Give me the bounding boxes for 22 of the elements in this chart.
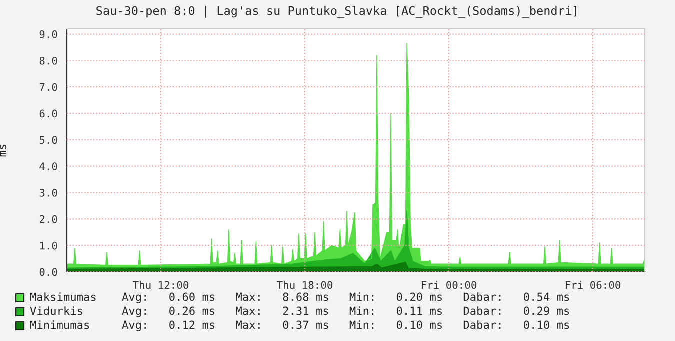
y-tick-label: 0.0 [40,268,58,276]
y-tick-label: 3.0 [40,189,58,197]
chart-title: Sau-30-pen 8:0 | Lag'as su Puntuko_Slavka [AC_Rockt_(Sodams)_bendri] [96,6,576,18]
legend-label: Minimumas [30,320,90,330]
x-tick-label: Thu 18:00 [277,281,333,290]
y-tick-label: 2.0 [40,215,58,224]
y-tick-label: 8.0 [40,56,58,65]
y-tick-label: 5.0 [40,136,58,144]
y-tick-label: 7.0 [40,83,58,92]
legend-label: Maksimumas [30,292,96,302]
y-tick-label: 6.0 [40,110,58,118]
text: Avg: 0.60 ms Max: 8.68 ms Min: 0.20 ms Dabar: 0.54 ms [122,292,570,304]
legend-label: Vidurkis [30,306,82,316]
x-tick-label: Fri 06:00 [566,281,621,290]
x-tick-label: Thu 12:00 [133,281,189,290]
y-axis-title: ms [0,144,6,157]
y-tick-label: 4.0 [40,162,58,170]
text: Avg: 0.12 ms Max: 0.37 ms Min: 0.10 ms Dabar: 0.10 ms [122,320,570,332]
x-tick-label: Fri 00:00 [422,281,477,290]
y-tick-label: 9.0 [40,30,58,38]
y-tick-label: 1.0 [40,242,58,250]
text: Avg: 0.26 ms Max: 2.31 ms Min: 0.11 ms Dabar: 0.29 ms [122,306,570,318]
